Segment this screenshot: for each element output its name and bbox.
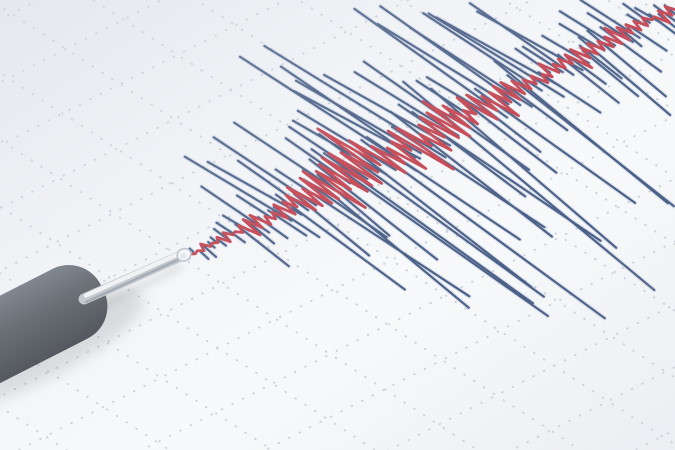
photo-vignette-bottomright (0, 0, 675, 450)
scene-canvas (0, 0, 675, 450)
seismograph-photo (0, 0, 675, 450)
